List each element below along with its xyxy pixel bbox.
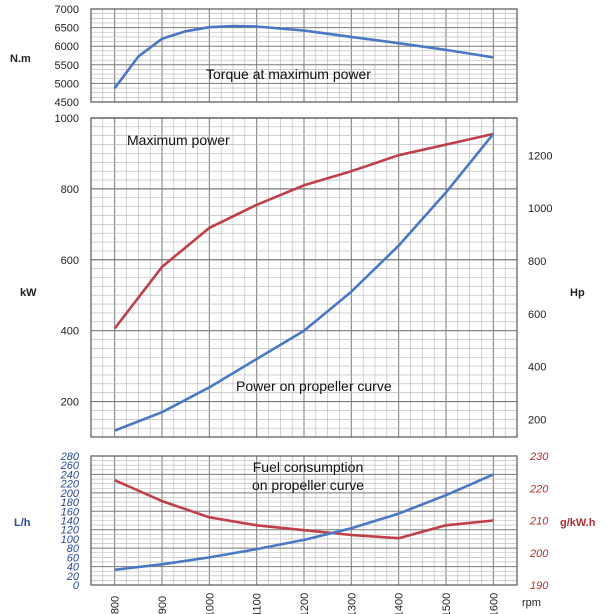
chart-title: Maximum power — [127, 132, 230, 148]
y-right-tick-label: 800 — [528, 256, 546, 268]
y-left-tick-label: 800 — [61, 184, 79, 196]
x-tick-label: 1500 — [441, 593, 453, 614]
y-tick-label: 5000 — [55, 78, 79, 90]
torque-line — [113, 24, 494, 89]
y-left-tick-label: 240 — [60, 469, 80, 481]
y-tick-label: 6500 — [55, 23, 79, 35]
y-right-tick-label: 600 — [528, 309, 546, 321]
y-left-tick-label: 20 — [66, 571, 80, 583]
y-left-tick-label: 180 — [61, 497, 80, 509]
fuel-consumption-line — [114, 473, 494, 572]
annotation-label: Power on propeller curve — [236, 378, 392, 394]
y-right-axis-label: g/kW.h — [560, 517, 596, 529]
y-right-tick-label: 220 — [529, 483, 549, 495]
y-left-tick-label: 40 — [67, 562, 80, 574]
y-tick-label: 5500 — [55, 60, 79, 72]
x-tick-label: 1200 — [299, 593, 311, 614]
propeller-power-line — [114, 133, 495, 432]
y-left-axis-label: L/h — [14, 517, 31, 529]
x-tick-label: 800 — [110, 596, 122, 614]
y-left-tick-label: 400 — [61, 326, 79, 338]
panel-frame — [90, 455, 518, 586]
y-left-tick-label: 200 — [60, 488, 80, 500]
x-tick-label: 1000 — [204, 593, 216, 614]
chart-title: Torque at maximum power — [206, 66, 371, 82]
y-right-axis-label: Hp — [570, 287, 585, 299]
y-right-tick-label: 230 — [529, 451, 549, 463]
y-left-tick-label: 600 — [61, 255, 79, 267]
y-left-tick-label: 260 — [60, 460, 80, 472]
y-left-tick-label: 1000 — [55, 113, 79, 125]
y-right-tick-label: 1000 — [528, 203, 552, 215]
y-tick-label: 7000 — [55, 4, 79, 16]
y-left-tick-label: 220 — [60, 479, 80, 491]
y-left-tick-label: 280 — [60, 451, 80, 463]
y-left-tick-label: 60 — [67, 552, 80, 564]
specific-fuel-consumption-line — [114, 479, 494, 540]
y-left-tick-label: 80 — [67, 543, 80, 555]
y-left-tick-label: 120 — [61, 525, 80, 537]
y-tick-label: 4500 — [55, 97, 79, 109]
y-right-tick-label: 200 — [529, 548, 549, 560]
y-left-tick-label: 140 — [61, 516, 80, 528]
panel-frame — [90, 117, 518, 438]
y-left-axis-label: kW — [20, 287, 37, 299]
y-right-tick-label: 190 — [530, 580, 549, 592]
chart-title-line: on propeller curve — [252, 477, 364, 493]
y-left-tick-label: 160 — [61, 506, 80, 518]
y-tick-label: 6000 — [55, 41, 79, 53]
x-tick-label: 900 — [157, 596, 169, 614]
max-power-line — [113, 132, 494, 330]
y-right-tick-label: 1200 — [528, 150, 552, 162]
y-left-tick-label: 200 — [61, 397, 79, 409]
y-right-tick-label: 400 — [528, 362, 546, 374]
y-axis-label: N.m — [10, 53, 31, 65]
chart-title-line: Fuel consumption — [253, 459, 364, 475]
y-right-tick-label: 200 — [528, 415, 546, 427]
x-tick-label: 1300 — [346, 593, 358, 614]
panel-frame — [90, 8, 518, 103]
x-tick-label: 1600 — [488, 593, 500, 614]
x-axis-label: rpm — [522, 597, 541, 609]
y-left-tick-label: 0 — [73, 580, 80, 592]
y-left-tick-label: 100 — [61, 534, 80, 546]
y-right-tick-label: 210 — [529, 516, 549, 528]
x-tick-label: 1100 — [252, 593, 264, 614]
x-tick-label: 1400 — [394, 593, 406, 614]
